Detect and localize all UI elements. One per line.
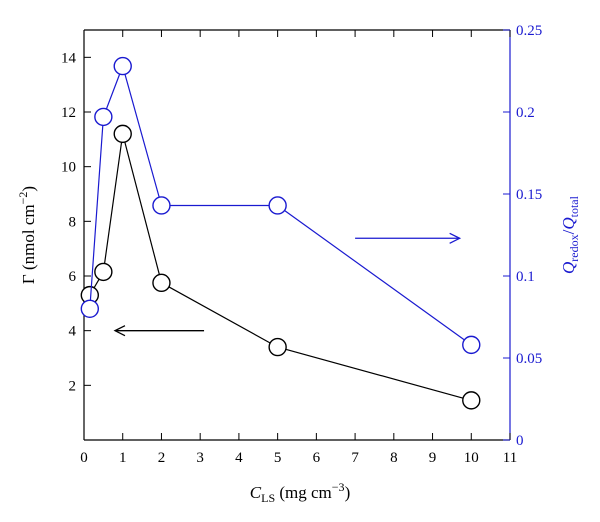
series-line-right [89,64,472,346]
y-right-label-q1: Q [559,262,578,274]
x-label-unit-post: ) [345,483,351,502]
data-point-right [80,299,100,318]
series-layer [80,56,481,410]
y-right-label-q2: Q [559,217,578,229]
x-tick-label: 11 [503,450,517,466]
y-right-tick-label: 0.05 [516,351,542,367]
x-tick-label: 4 [235,450,243,466]
y-left-label-unit-pre: (nmol cm [19,204,38,274]
x-tick-label: 3 [196,450,204,466]
x-label-unit-sup: −3 [332,480,345,494]
data-point-right [462,335,481,355]
arrow-head-right [449,232,462,244]
x-tick-label: 1 [119,450,127,466]
y-right-tick-label: 0.2 [516,105,535,121]
x-tick-label: 2 [158,450,166,466]
arrow-layer [113,232,462,337]
x-label-sub: LS [261,491,275,505]
data-point-left [268,337,287,357]
y-left-tick-label: 4 [69,324,77,340]
x-label-unit-pre: (mg cm [275,483,332,502]
y-left-tick-label: 10 [61,160,76,176]
y-right-tick-label: 0.25 [516,23,542,39]
x-label-main: C [250,483,262,502]
x-tick-label: 6 [313,450,321,466]
y-right-tick-label: 0.1 [516,269,535,285]
data-point-left [113,124,132,144]
x-tick-label: 0 [80,450,88,466]
ticks-layer: 0 1 2 3 4 5 6 7 8 9 10 11246810121400.050.10.150.20… [61,23,542,466]
y-right-label-slash: / [559,229,578,234]
data-point-right [113,56,132,76]
x-tick-label: 8 [390,450,398,466]
y-left-label-unit-sup: −2 [16,192,30,205]
x-tick-label: 5 [274,450,282,466]
y-axis-left-label: Γ (nmol cm−2) [16,186,38,284]
y-left-label-unit-post: ) [19,186,38,192]
data-point-left [462,391,481,410]
y-left-tick-label: 6 [69,269,77,285]
y-left-label-symbol: Γ [19,274,38,284]
y-left-tick-label: 14 [61,50,77,66]
y-right-label-sub1: redox [567,234,581,261]
data-point-right [152,196,171,215]
y-right-tick-label: 0 [516,433,524,449]
data-point-right [268,196,287,215]
data-point-right [94,107,113,127]
y-axis-right-label: Qredox/Qtotal [559,195,581,274]
data-point-left [152,273,171,293]
y-right-label-sub2: total [567,195,581,217]
x-tick-label: 7 [351,450,359,466]
y-left-tick-label: 2 [69,378,77,394]
arrow-head-left [113,325,126,337]
y-left-tick-label: 12 [61,105,76,121]
data-point-left [94,262,113,282]
x-tick-label: 10 [464,450,479,466]
x-axis-label: CLS (mg cm−3) [250,480,350,505]
y-right-tick-label: 0.15 [516,187,542,203]
y-left-tick-label: 8 [69,214,77,230]
series-line-left [89,133,472,401]
x-tick-label: 9 [429,450,437,466]
